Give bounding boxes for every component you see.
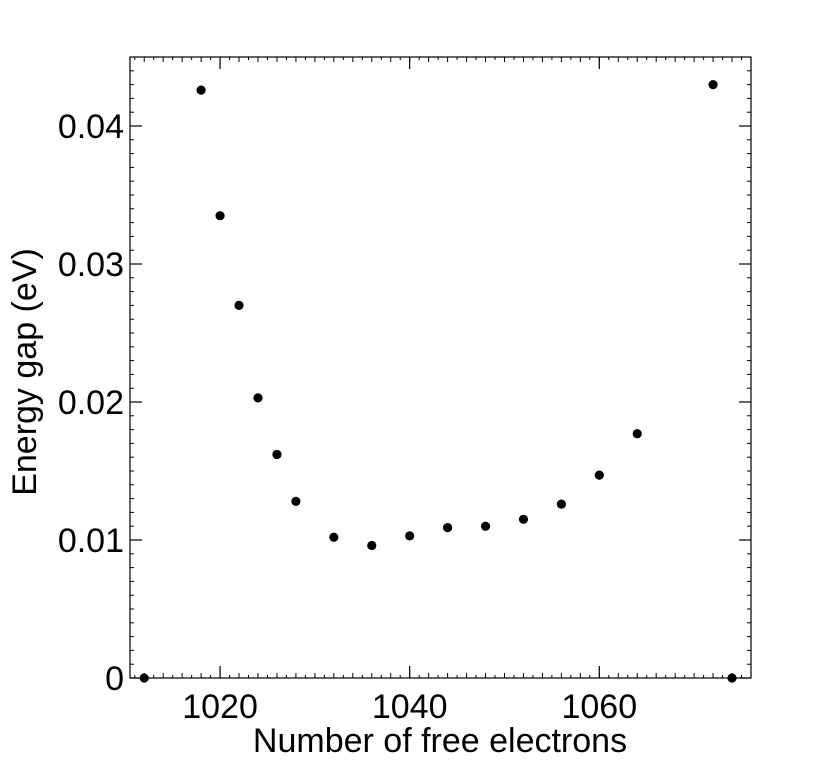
minor-ticks [130,56,752,679]
x-tick-label: 1020 [182,688,258,726]
major-ticks [130,57,751,679]
data-point [594,470,604,480]
y-tick-labels: 0 0.01 0.02 0.03 0.04 [58,108,124,698]
data-point [518,514,529,524]
y-tick-label: 0 [105,660,124,698]
data-point [632,429,642,439]
y-tick-label: 0.01 [58,522,124,560]
y-tick-label: 0.03 [58,246,124,284]
y-tick-label: 0.04 [58,108,124,146]
data-point [196,85,206,95]
x-tick-label: 1060 [561,688,637,726]
x-tick-labels: 1020 1040 1060 [182,688,637,726]
data-point [234,300,244,310]
data-point [480,521,491,531]
data-point [727,673,737,683]
data-point [329,532,339,542]
data-point [708,80,718,90]
data-point [253,393,263,403]
data-point [291,496,301,506]
data-point [139,673,149,683]
data-point [367,540,377,551]
plot-frame [129,56,752,679]
data-point [215,211,225,221]
data-points [139,80,737,683]
data-point [443,522,453,533]
y-axis-label: Energy gap (eV) [6,248,44,496]
x-tick-label: 1040 [372,688,448,726]
data-point [272,449,282,460]
y-tick-label: 0.02 [58,384,124,422]
data-point [405,531,415,541]
x-axis-label: Number of free electrons [253,722,627,760]
data-point [556,499,566,509]
